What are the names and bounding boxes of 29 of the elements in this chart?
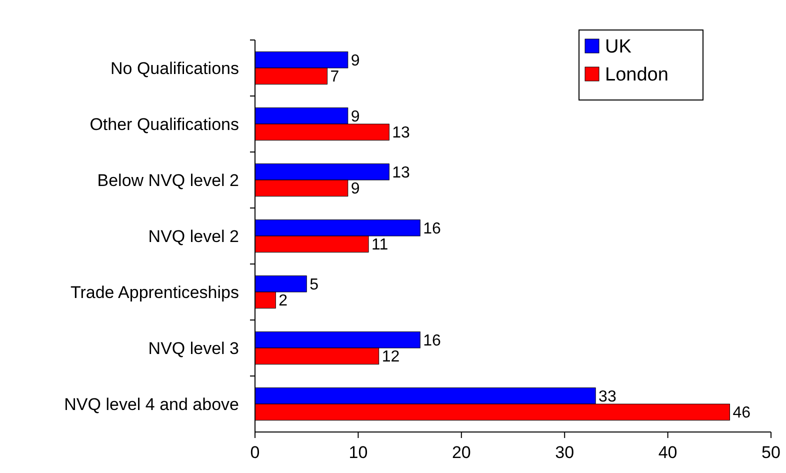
data-label: 11 (372, 236, 388, 254)
data-label: 13 (392, 164, 410, 182)
y-tick-label: Below NVQ level 2 (97, 170, 239, 190)
legend-label: UK (605, 36, 632, 58)
data-label: 9 (350, 108, 360, 126)
x-tick-label: 30 (555, 443, 574, 462)
y-tick-label: NVQ level 3 (148, 338, 239, 358)
data-label: 16 (423, 332, 442, 350)
y-tick-label: Trade Apprenticeships (70, 282, 239, 302)
x-tick-label: 0 (250, 443, 260, 462)
y-tick-label: No Qualifications (110, 58, 239, 78)
data-label: 12 (382, 348, 400, 366)
y-tick-label: NVQ level 4 and above (64, 394, 239, 414)
data-label: 5 (310, 276, 319, 294)
x-tick-label: 50 (762, 443, 780, 462)
x-tick-label: 10 (348, 443, 368, 462)
data-label: 9 (350, 52, 360, 70)
x-tick-label: 40 (658, 443, 678, 462)
data-label: 46 (732, 404, 751, 422)
x-tick-label: 20 (452, 443, 471, 462)
data-label: 16 (423, 220, 442, 238)
data-label: 13 (392, 124, 410, 142)
y-tick-label: NVQ level 2 (148, 226, 239, 246)
data-label: 9 (350, 180, 360, 198)
data-label: 33 (598, 388, 616, 406)
data-label: 2 (278, 292, 288, 310)
data-label: 7 (330, 68, 340, 86)
legend-label: London (605, 64, 668, 86)
y-tick-label: Other Qualifications (90, 114, 239, 134)
